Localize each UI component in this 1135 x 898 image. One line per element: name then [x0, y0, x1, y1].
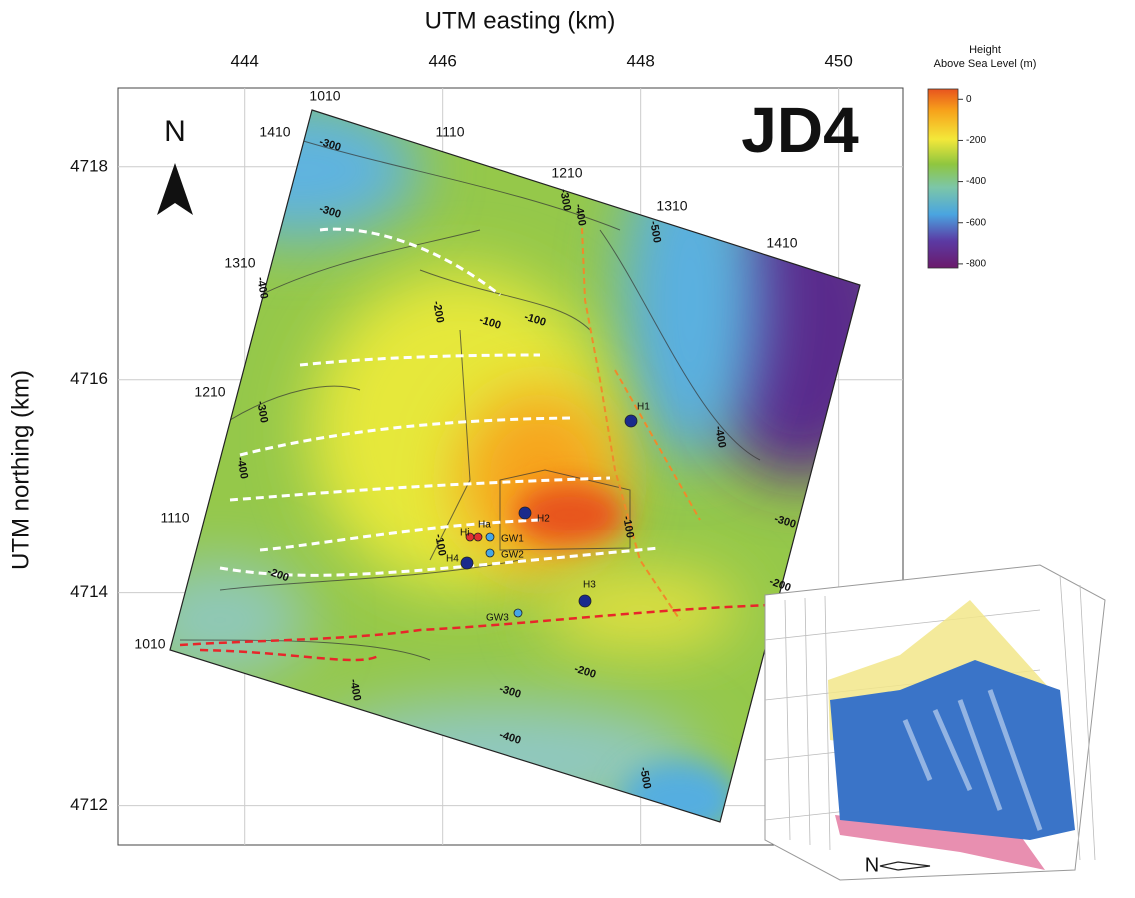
y-tick-label: 4718: [70, 156, 108, 175]
y-tick-label: 4714: [70, 582, 108, 601]
profile-label: 1310: [224, 255, 255, 271]
well-label: Hi: [460, 528, 469, 539]
inset-3d: [764, 564, 1106, 881]
colorbar: [927, 88, 959, 269]
profile-label: 1410: [259, 124, 290, 140]
well-label: H1: [637, 402, 650, 413]
profile-label: 1410: [766, 235, 797, 251]
well-label: Ha: [478, 520, 491, 531]
x-axis-label: UTM easting (km): [425, 7, 616, 34]
inset-north-label: N: [865, 854, 879, 876]
well: [624, 414, 638, 428]
x-tick-label: 444: [231, 51, 259, 70]
contour-label: -400: [234, 456, 250, 480]
well-label: GW3: [486, 613, 509, 624]
contour-label: -200: [430, 300, 446, 324]
profile-label: 1110: [160, 510, 189, 526]
contour-label: -500: [647, 220, 663, 244]
well: [513, 608, 523, 618]
well: [485, 532, 495, 542]
colorbar-tick-label: -400: [966, 176, 986, 187]
contour-label: -100: [432, 533, 448, 557]
contour-label: -100: [620, 515, 636, 539]
contour-label: -500: [637, 766, 653, 790]
well: [485, 548, 495, 558]
x-tick-label: 446: [429, 51, 457, 70]
profile-label: 1010: [309, 88, 340, 104]
north-label: N: [164, 115, 186, 148]
contour-label: -300: [557, 188, 573, 212]
colorbar-title: Above Sea Level (m): [934, 58, 1037, 70]
y-tick-label: 4716: [70, 369, 108, 388]
contour-label: -400: [254, 276, 270, 300]
contour-label: -400: [347, 678, 363, 702]
contour-label: -400: [572, 203, 588, 227]
x-tick-label: 450: [824, 51, 852, 70]
well-label: H3: [583, 580, 596, 591]
x-tick-label: 448: [626, 51, 654, 70]
well-label: H2: [537, 514, 550, 525]
map-title: JD4: [741, 94, 859, 166]
profile-label: 1210: [551, 165, 582, 181]
map-border: [169, 109, 861, 823]
colorbar-tick-label: 0: [966, 94, 972, 105]
colorbar-tick-label: -800: [966, 259, 986, 270]
y-tick-label: 4712: [70, 795, 108, 814]
contour-label: -300: [254, 400, 270, 424]
profile-label: 1110: [435, 124, 464, 140]
well: [473, 532, 483, 542]
contour-label: -400: [712, 425, 728, 449]
colorbar-tick-label: -200: [966, 135, 986, 146]
well: [578, 594, 592, 608]
north-arrow: [157, 163, 193, 215]
well-label: GW2: [501, 550, 524, 561]
well-label: H4: [446, 554, 459, 565]
well-label: GW1: [501, 534, 524, 545]
well: [465, 532, 475, 542]
profile-label: 1010: [134, 636, 165, 652]
colorbar-title: Height: [969, 44, 1001, 56]
colorbar-tick-label: -600: [966, 217, 986, 228]
well: [518, 506, 532, 520]
profile-label: 1210: [194, 384, 225, 400]
profile-label: 1310: [656, 198, 687, 214]
well: [460, 556, 474, 570]
y-axis-label: UTM northing (km): [7, 370, 34, 570]
